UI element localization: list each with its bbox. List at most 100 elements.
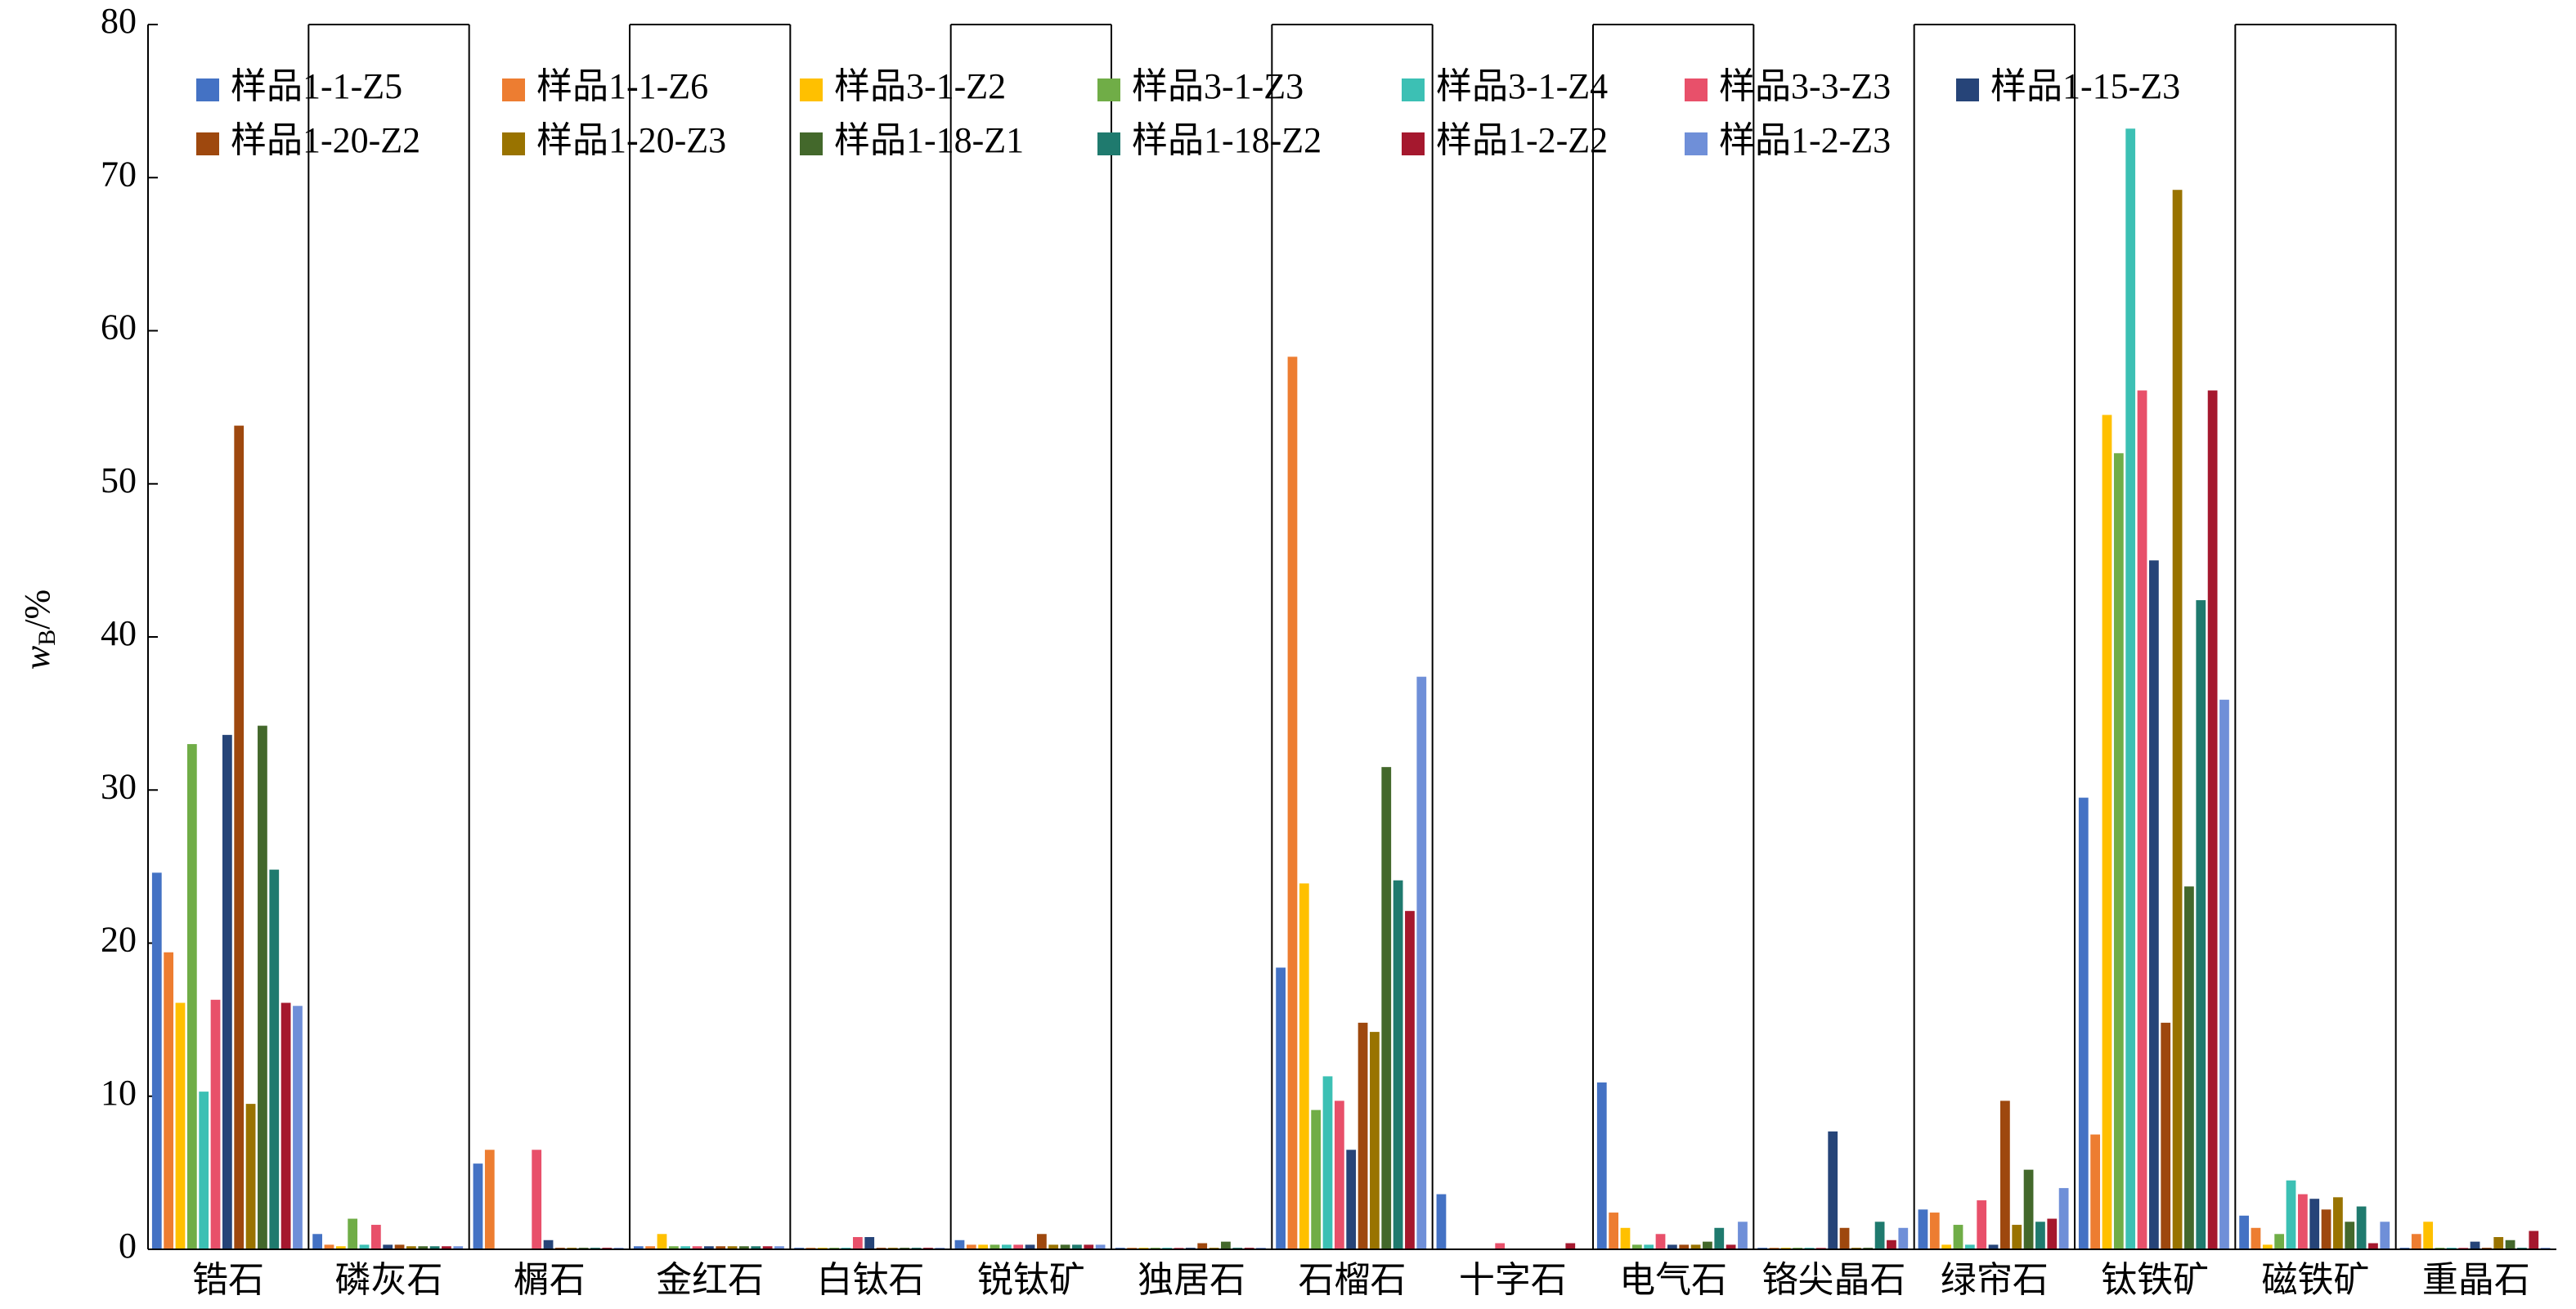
bar (2321, 1209, 2331, 1249)
legend-label: 样品3-1-Z4 (1436, 66, 1608, 106)
bar (1370, 1032, 1380, 1249)
bar (348, 1218, 358, 1249)
bar (1874, 1222, 1885, 1249)
bar (543, 1240, 554, 1249)
bar (1596, 1082, 1607, 1249)
legend-label: 样品1-2-Z3 (1719, 120, 1891, 160)
bar (2505, 1240, 2515, 1249)
bar (2411, 1234, 2421, 1249)
bar (175, 1002, 186, 1249)
bar (532, 1150, 542, 1249)
bar (2113, 453, 2124, 1249)
bar (2078, 797, 2089, 1249)
y-tick-label: 70 (101, 154, 137, 194)
bar (692, 1246, 702, 1249)
legend-label: 样品1-18-Z2 (1132, 120, 1322, 160)
bar (1929, 1213, 1940, 1249)
x-tick-label: 磷灰石 (335, 1260, 443, 1300)
bar (2529, 1231, 2539, 1249)
bar (2035, 1222, 2045, 1249)
x-tick-label: 石榴石 (1299, 1260, 1407, 1300)
bar (406, 1246, 416, 1249)
legend-label: 样品3-3-Z3 (1719, 66, 1891, 106)
bar (2262, 1244, 2273, 1249)
bar (245, 1104, 256, 1249)
bar (2102, 415, 2112, 1249)
bar (864, 1237, 875, 1249)
legend-swatch (196, 78, 219, 101)
bar (1679, 1244, 1690, 1249)
bar (657, 1234, 667, 1249)
bar (1358, 1022, 1368, 1249)
bar (1084, 1244, 1094, 1249)
x-tick-label: 绿帘石 (1941, 1260, 2049, 1300)
bar (394, 1244, 405, 1249)
bar (258, 725, 267, 1249)
bar (335, 1246, 346, 1249)
bar (703, 1246, 714, 1249)
bar (370, 1225, 381, 1249)
bar (1346, 1150, 1357, 1249)
bar (852, 1237, 863, 1249)
bar (2012, 1225, 2022, 1249)
y-label-main: w (17, 645, 57, 670)
legend-swatch (800, 78, 823, 101)
bar (222, 734, 232, 1249)
bar (2493, 1237, 2504, 1249)
y-tick-label: 0 (119, 1226, 137, 1266)
bar (2470, 1241, 2480, 1249)
bar (199, 1092, 209, 1249)
bar (1941, 1244, 1952, 1249)
legend-swatch (1956, 78, 1979, 101)
bar (418, 1246, 429, 1249)
bar (1072, 1244, 1082, 1249)
legend-label: 样品3-1-Z3 (1132, 66, 1304, 106)
bar (1322, 1076, 1333, 1249)
legend-swatch (502, 132, 525, 155)
bar (359, 1244, 370, 1249)
bar (1644, 1244, 1654, 1249)
bar (2368, 1243, 2378, 1249)
x-tick-label: 钛铁矿 (2101, 1260, 2209, 1300)
bar (1918, 1209, 1928, 1249)
bar (1436, 1194, 1447, 1249)
legend-label: 样品1-2-Z2 (1436, 120, 1608, 160)
bar (2137, 390, 2147, 1250)
y-tick-label: 20 (101, 920, 137, 960)
bar (1013, 1244, 1024, 1249)
bar (210, 999, 221, 1249)
y-tick-label: 50 (101, 460, 137, 500)
x-tick-label: 锐钛矿 (977, 1260, 1085, 1300)
bar (727, 1246, 738, 1249)
bar (2297, 1194, 2308, 1249)
bar (269, 869, 280, 1249)
bar (1565, 1243, 1576, 1249)
bar (716, 1246, 726, 1249)
bar (1025, 1244, 1035, 1249)
bar (1416, 676, 1427, 1249)
x-tick-label: 白钛石 (817, 1260, 925, 1300)
bar (1898, 1227, 1909, 1249)
bar (1703, 1241, 1712, 1249)
bar (1839, 1227, 1850, 1249)
bar (1690, 1244, 1701, 1249)
bar (1060, 1244, 1070, 1249)
bar (2090, 1134, 2101, 1249)
x-tick-label: 锆石 (192, 1260, 264, 1300)
y-label-sub: B (34, 630, 61, 646)
x-tick-label: 十字石 (1459, 1260, 1567, 1300)
bar (1714, 1227, 1725, 1249)
bar (1334, 1101, 1344, 1249)
bar (1221, 1241, 1231, 1249)
bar (2148, 560, 2159, 1249)
bar (2274, 1234, 2285, 1249)
x-tick-label: 金红石 (656, 1260, 764, 1300)
bar (312, 1234, 323, 1249)
bar (2058, 1188, 2069, 1249)
bar (2161, 1022, 2171, 1249)
bar (762, 1246, 773, 1249)
bar (2380, 1222, 2390, 1249)
bar (453, 1246, 464, 1249)
legend-swatch (1402, 78, 1425, 101)
legend-swatch (1685, 78, 1708, 101)
